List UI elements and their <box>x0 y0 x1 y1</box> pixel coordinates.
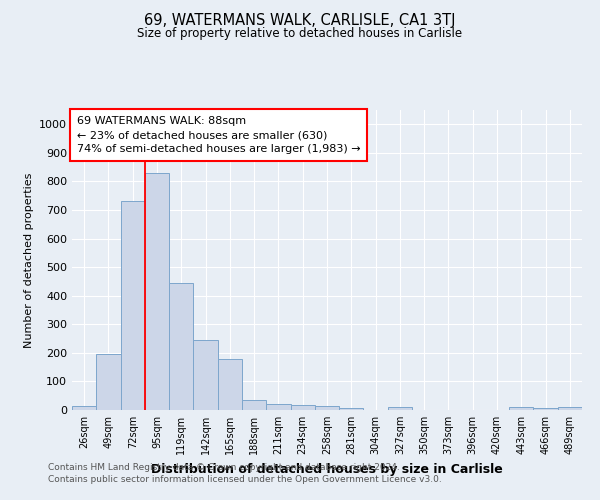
Bar <box>558 407 582 410</box>
Bar <box>290 405 315 410</box>
Bar <box>121 202 145 410</box>
Bar <box>509 407 533 410</box>
Bar <box>72 406 96 410</box>
Text: 69 WATERMANS WALK: 88sqm
← 23% of detached houses are smaller (630)
74% of semi-: 69 WATERMANS WALK: 88sqm ← 23% of detach… <box>77 116 361 154</box>
Bar <box>339 408 364 410</box>
Bar <box>193 340 218 410</box>
Bar <box>96 354 121 410</box>
Bar <box>266 404 290 410</box>
Bar <box>218 358 242 410</box>
Bar <box>169 283 193 410</box>
Text: Size of property relative to detached houses in Carlisle: Size of property relative to detached ho… <box>137 28 463 40</box>
Y-axis label: Number of detached properties: Number of detached properties <box>23 172 34 348</box>
Text: Contains public sector information licensed under the Open Government Licence v3: Contains public sector information licen… <box>48 474 442 484</box>
Bar <box>388 407 412 410</box>
Bar <box>315 406 339 410</box>
Bar <box>145 173 169 410</box>
Bar <box>242 400 266 410</box>
Bar <box>533 408 558 410</box>
Text: 69, WATERMANS WALK, CARLISLE, CA1 3TJ: 69, WATERMANS WALK, CARLISLE, CA1 3TJ <box>144 12 456 28</box>
X-axis label: Distribution of detached houses by size in Carlisle: Distribution of detached houses by size … <box>151 462 503 475</box>
Text: Contains HM Land Registry data © Crown copyright and database right 2024.: Contains HM Land Registry data © Crown c… <box>48 464 400 472</box>
